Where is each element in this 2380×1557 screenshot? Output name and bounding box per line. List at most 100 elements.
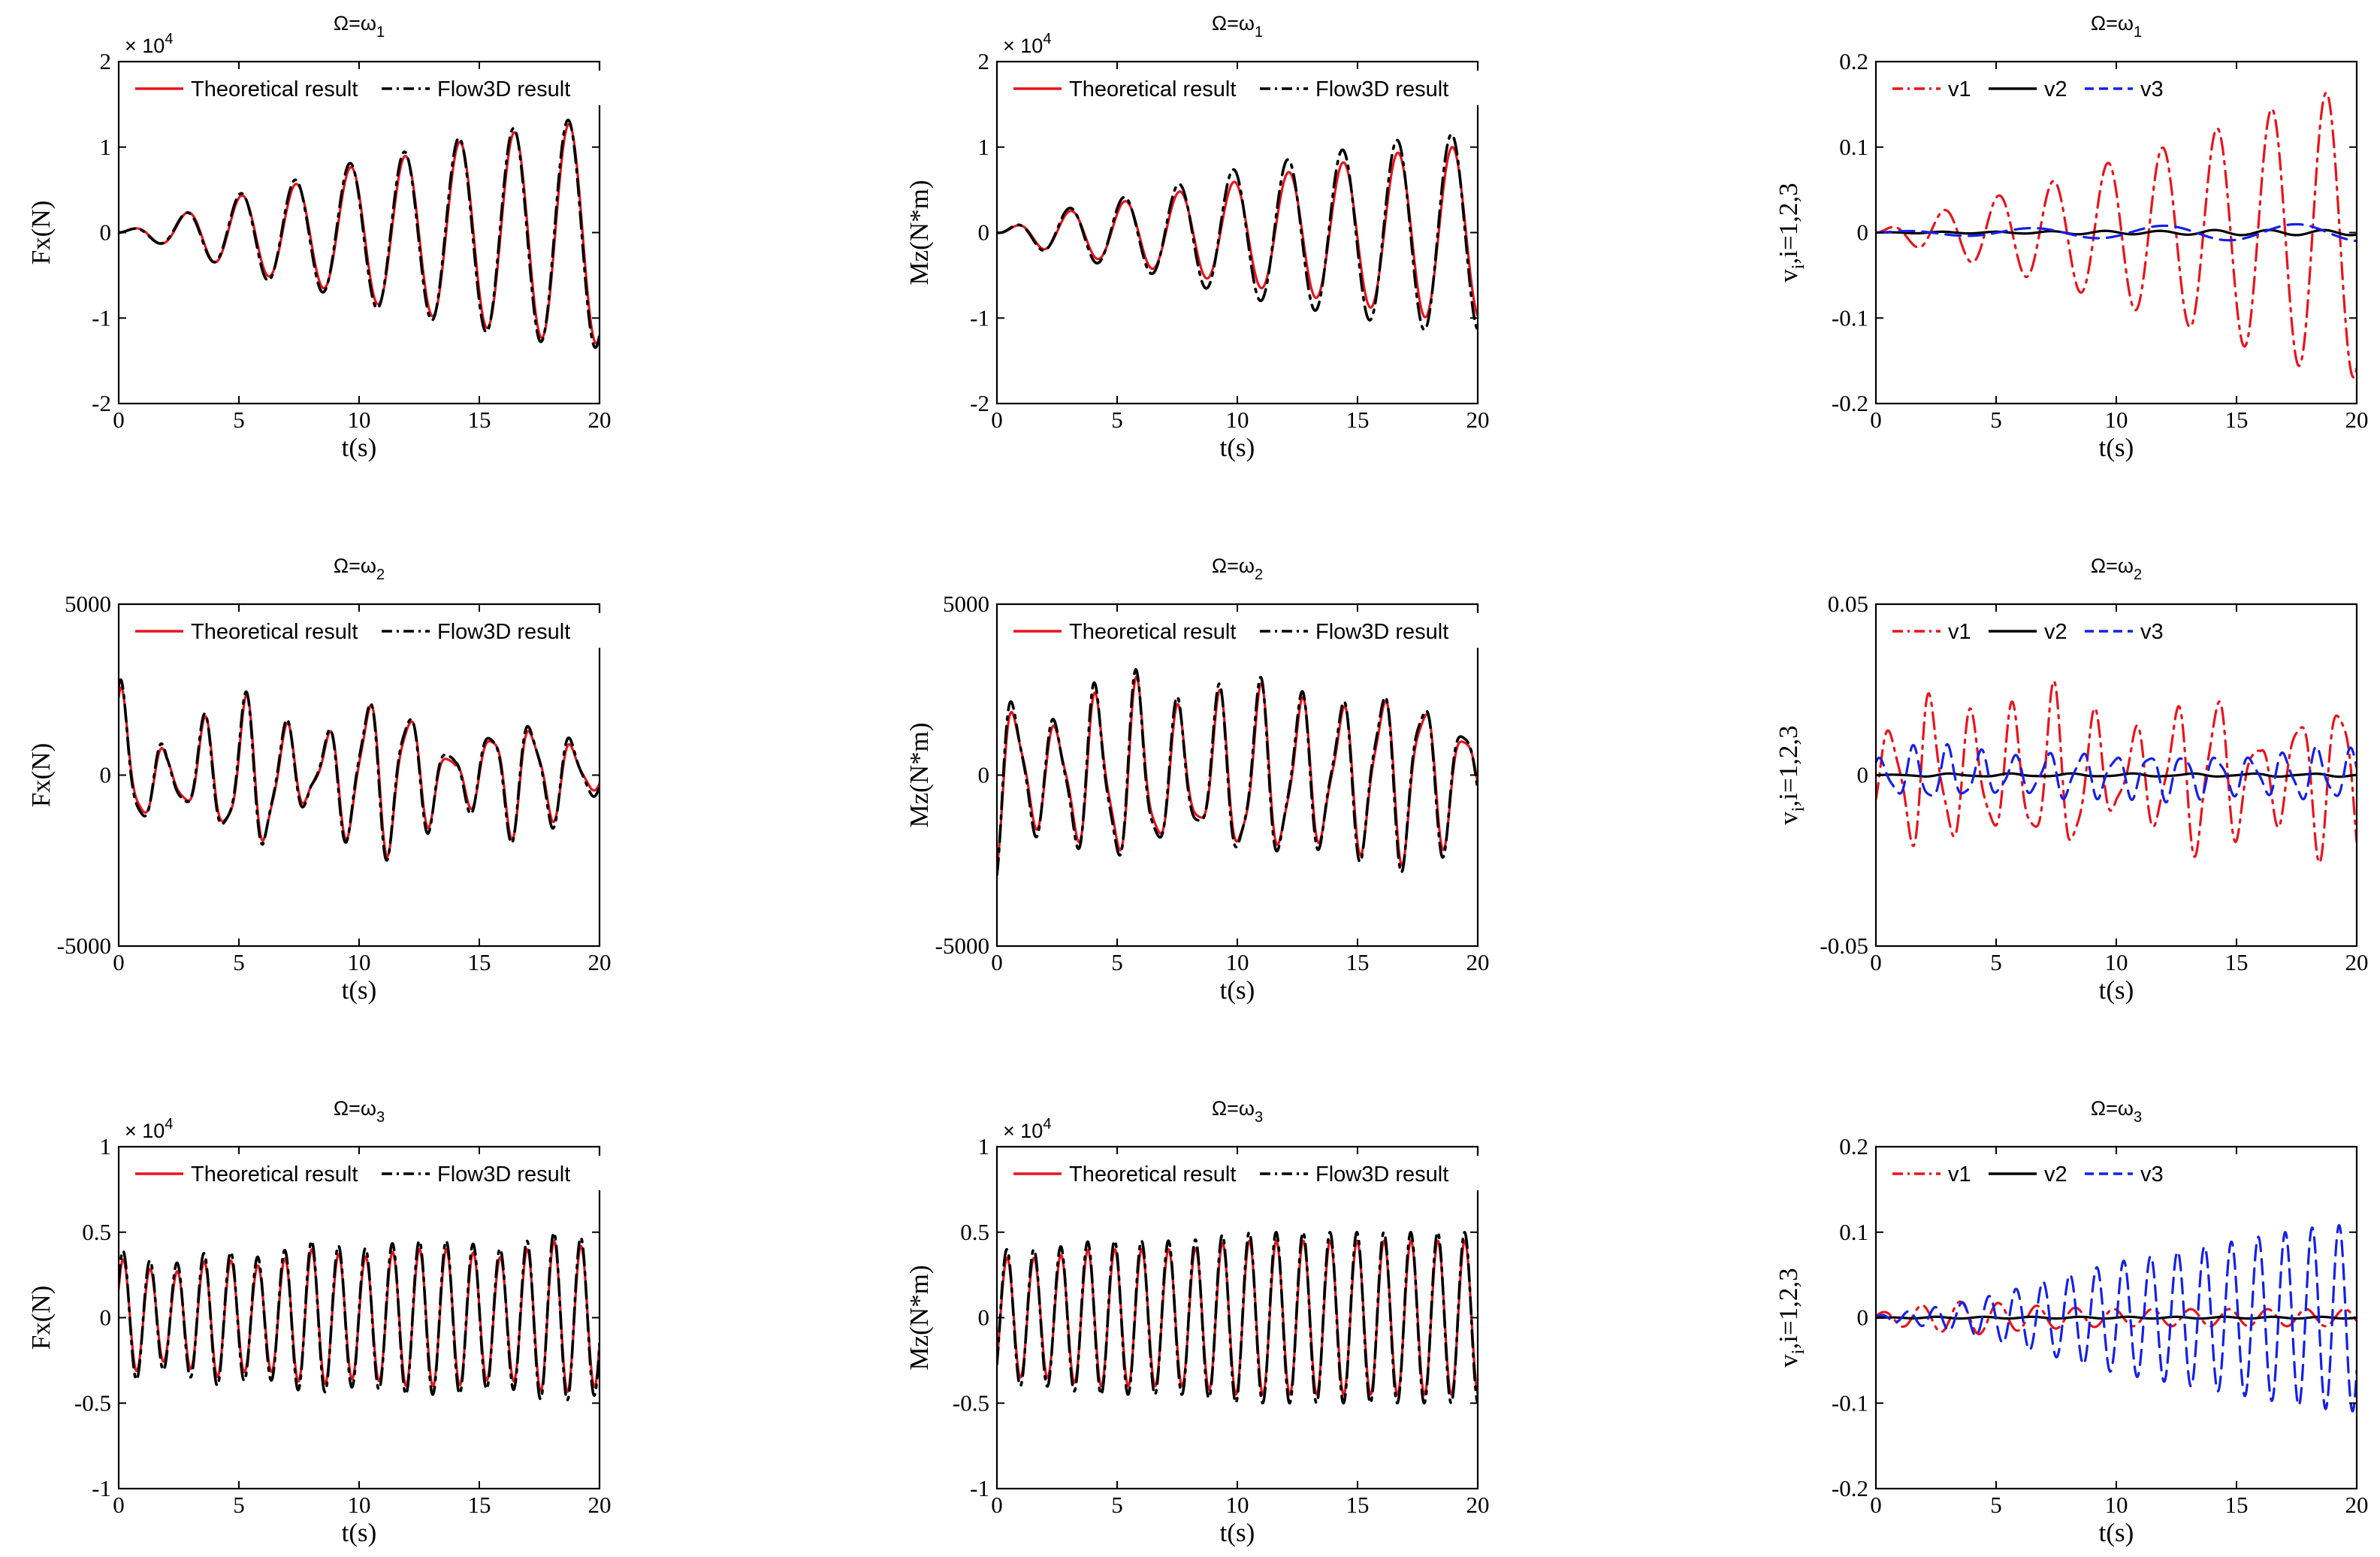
legend: Theoretical result Flow3D result xyxy=(126,71,622,105)
y-tick-label: -5000 xyxy=(935,933,989,959)
x-tick-label: 5 xyxy=(1990,1492,2002,1518)
legend-label: Theoretical result xyxy=(191,77,358,101)
legend-background xyxy=(126,1156,622,1190)
y-tick-label: -2 xyxy=(970,390,989,416)
y-tick-label: -1 xyxy=(92,1475,111,1501)
legend-label: Theoretical result xyxy=(191,620,358,644)
chart-title-main: Ω=ω xyxy=(2091,1097,2134,1120)
x-tick-label: 20 xyxy=(588,949,612,975)
chart-title: Ω=ω2 xyxy=(1212,555,1263,583)
y-tick-label: -2 xyxy=(92,390,111,416)
subplot-2-2: Ω=ω20 5 10 15 20-500005000t(s)Mz(N*m)Theoret… xyxy=(905,555,1500,1005)
y-tick-label: 0.2 xyxy=(1839,48,1868,74)
chart-title: Ω=ω3 xyxy=(1212,1097,1263,1126)
x-tick-label: 0 xyxy=(113,1492,125,1518)
x-tick-label: 5 xyxy=(233,1492,245,1518)
y-tick-label: 0 xyxy=(100,219,112,246)
chart-title: Ω=ω1 xyxy=(334,12,385,41)
y-axis-label: Fx(N) xyxy=(26,201,56,265)
y-axis-label: vi,i=1,2,3 xyxy=(1774,1268,1808,1367)
chart-title-main: Ω=ω xyxy=(334,12,376,35)
series-line-flow3d-result xyxy=(119,678,600,862)
legend-background xyxy=(1004,71,1500,105)
y-tick-label: -1 xyxy=(970,304,989,331)
series-line-flow3d-result xyxy=(997,668,1478,876)
x-tick-label: 0 xyxy=(991,949,1003,975)
legend-label: v2 xyxy=(2044,77,2067,101)
subplot-1-3: Ω=ω10 5 10 15 20-0.2-0.100.10.2t(s)vi,i=1,2,… xyxy=(1774,12,2369,462)
chart-title-main: Ω=ω xyxy=(1212,12,1255,35)
chart-title-main: Ω=ω xyxy=(2091,555,2134,577)
y-tick-label: -0.2 xyxy=(1832,1475,1868,1501)
x-tick-label: 5 xyxy=(1111,949,1123,975)
axis-exponent: × 104 xyxy=(125,31,173,57)
plot-area xyxy=(995,1145,1479,1490)
y-tick-label: 0 xyxy=(978,1305,990,1331)
series-line-v2 xyxy=(1876,772,2357,778)
x-axis-label: t(s) xyxy=(1220,975,1255,1005)
y-tick-label: -0.5 xyxy=(953,1389,989,1416)
x-axis-label: t(s) xyxy=(2099,433,2134,462)
legend-label: Flow3D result xyxy=(1315,620,1448,644)
chart-title-main: Ω=ω xyxy=(334,1097,376,1120)
legend-label: Flow3D result xyxy=(1315,1162,1448,1187)
y-axis-label: vi,i=1,2,3 xyxy=(1774,183,1808,282)
legend-label: v1 xyxy=(1948,1162,1971,1187)
y-tick-label: -0.1 xyxy=(1832,304,1868,331)
plot-area xyxy=(117,603,601,948)
y-tick-label: 5000 xyxy=(65,591,111,617)
x-tick-label: 10 xyxy=(2105,407,2128,433)
x-axis-label: t(s) xyxy=(342,1518,377,1547)
y-tick-label: 1 xyxy=(978,134,990,160)
x-tick-label: 5 xyxy=(1990,949,2002,975)
series-group xyxy=(119,1231,600,1402)
series-line-v2 xyxy=(1876,228,2357,237)
series-group xyxy=(997,668,1478,876)
x-tick-label: 0 xyxy=(1870,1492,1882,1518)
series-line-flow3d-result xyxy=(119,118,600,349)
x-tick-label: 5 xyxy=(1111,1492,1123,1518)
series-line-flow3d-result xyxy=(997,1230,1478,1405)
legend-background xyxy=(1004,613,1500,648)
x-tick-label: 20 xyxy=(2345,1492,2369,1518)
x-axis-label: t(s) xyxy=(2099,1518,2134,1547)
y-tick-label: -1 xyxy=(92,304,111,331)
chart-title-subscript: 3 xyxy=(2134,1109,2142,1126)
legend-background xyxy=(1004,1156,1500,1190)
x-tick-label: 0 xyxy=(113,407,125,433)
legend: Theoretical result Flow3D result xyxy=(1004,1156,1500,1190)
legend: Theoretical result Flow3D result xyxy=(126,1156,622,1190)
plot-area xyxy=(995,60,1479,405)
legend-label: Theoretical result xyxy=(1069,77,1236,101)
series-group xyxy=(119,118,600,349)
y-tick-label: 0 xyxy=(1857,1305,1869,1331)
y-tick-label: 0.2 xyxy=(1839,1133,1868,1159)
y-tick-label: -0.05 xyxy=(1820,933,1868,959)
x-tick-label: 10 xyxy=(2105,1492,2128,1518)
chart-title-subscript: 2 xyxy=(1255,567,1263,583)
series-line-flow3d-result xyxy=(119,1231,600,1402)
x-axis-label: t(s) xyxy=(1220,1518,1255,1547)
series-line-v3 xyxy=(1876,222,2357,243)
x-tick-label: 10 xyxy=(1226,1492,1249,1518)
x-tick-label: 15 xyxy=(1346,407,1370,433)
x-tick-label: 0 xyxy=(113,949,125,975)
legend-label: v2 xyxy=(2044,1162,2067,1187)
series-group xyxy=(997,1230,1478,1405)
legend-label: Theoretical result xyxy=(191,1162,358,1187)
y-tick-label: 0 xyxy=(978,219,990,246)
x-tick-label: 15 xyxy=(468,949,491,975)
x-tick-label: 15 xyxy=(2225,407,2249,433)
subplot-2-1: Ω=ω20 5 10 15 20-500005000t(s)Fx(N)Theoretic… xyxy=(26,555,622,1005)
x-tick-label: 0 xyxy=(1870,407,1882,433)
y-tick-label: 0 xyxy=(1857,219,1869,246)
chart-title-subscript: 3 xyxy=(1255,1109,1263,1126)
x-tick-label: 10 xyxy=(348,1492,371,1518)
x-tick-label: 10 xyxy=(1226,407,1249,433)
x-tick-label: 15 xyxy=(468,407,491,433)
x-tick-label: 20 xyxy=(588,1492,612,1518)
